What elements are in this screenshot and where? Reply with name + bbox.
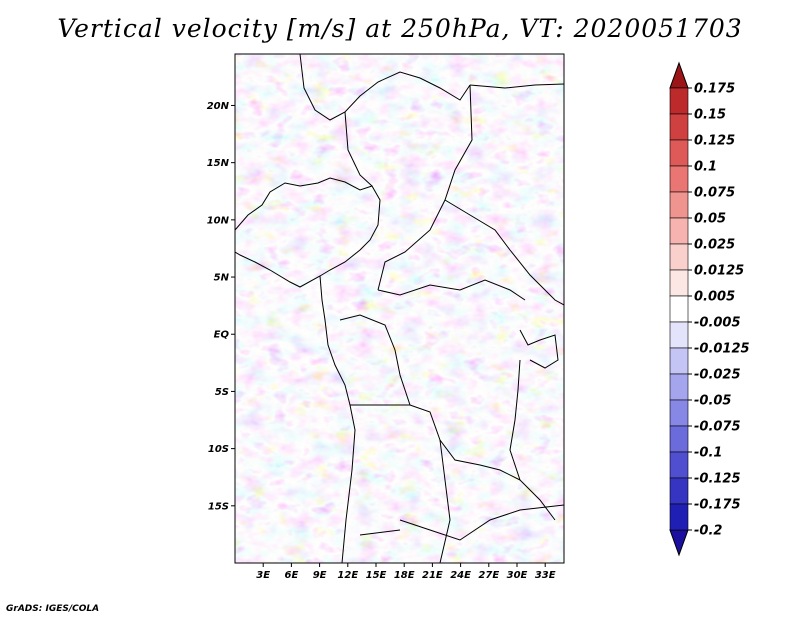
- colorbar-label: -0.005: [694, 316, 741, 331]
- colorbar-label: 0.125: [694, 134, 735, 149]
- lon-tick-label: 6E: [285, 570, 299, 581]
- colorbar-swatch: [669, 113, 689, 141]
- colorbar-swatch: [669, 321, 689, 349]
- lon-tick-label: 9E: [313, 570, 327, 581]
- map-plot-area: [234, 53, 565, 564]
- lat-tick-label: 5N: [214, 273, 230, 284]
- lat-tick-label: 10N: [207, 215, 230, 226]
- map-frame: [234, 53, 565, 564]
- country-borders: [235, 54, 564, 563]
- lat-tick-label: 15N: [207, 158, 230, 169]
- colorbar-label: 0.005: [694, 290, 735, 305]
- colorbar-swatch: [669, 191, 689, 219]
- credit-text: GrADS: IGES/COLA: [6, 604, 100, 614]
- lon-tick-label: 12E: [337, 570, 358, 581]
- colorbar-label: -0.2: [694, 524, 722, 539]
- colorbar-swatch: [669, 217, 689, 245]
- colorbar-bottom-arrow: [669, 529, 689, 557]
- velocity-field: [235, 54, 564, 563]
- colorbar-swatch: [669, 399, 689, 427]
- colorbar-top-arrow: [669, 61, 689, 89]
- colorbar-label: -0.05: [694, 394, 731, 409]
- colorbar-swatch: [669, 347, 689, 375]
- colorbar-swatch: [669, 269, 689, 297]
- colorbar-swatch: [669, 503, 689, 531]
- lon-tick-label: 18E: [394, 570, 415, 581]
- latitude-ticks: 20N 15N 10N 5N EQ 5S 10S 15S: [207, 101, 235, 512]
- colorbar-swatch: [669, 243, 689, 271]
- lon-tick-label: 33E: [535, 570, 556, 581]
- colorbar-label: 0.025: [694, 238, 735, 253]
- colorbar-label: 0.175: [694, 82, 735, 97]
- lon-tick-label: 27E: [478, 570, 499, 581]
- chart-title: Vertical velocity [m/s] at 250hPa, VT: 2…: [57, 14, 743, 43]
- longitude-ticks: 3E 6E 9E 12E 15E 18E 21E 24E 27E 30E 33E: [256, 563, 556, 581]
- lon-tick-label: 15E: [366, 570, 387, 581]
- colorbar-swatch: [669, 477, 689, 505]
- colorbar-swatch: [669, 139, 689, 167]
- coastline: [235, 177, 381, 288]
- colorbar-swatch: [669, 87, 689, 115]
- colorbar-label: -0.075: [694, 420, 741, 435]
- colorbar-swatch: [669, 425, 689, 453]
- colorbar-label: -0.1: [694, 446, 722, 461]
- lon-tick-label: 30E: [507, 570, 528, 581]
- colorbar-label: 0.15: [694, 108, 726, 123]
- lat-tick-label: 15S: [208, 501, 229, 512]
- colorbar-label: 0.1: [694, 160, 717, 175]
- colorbar-swatch: [669, 451, 689, 479]
- colorbar-label: -0.0125: [694, 342, 750, 357]
- colorbar-label: -0.125: [694, 472, 741, 487]
- colorbar-swatch: [669, 165, 689, 193]
- colorbar: 0.175 0.15 0.125 0.1 0.075 0.05 0.025 0.0125 0.0…: [669, 61, 750, 557]
- lat-tick-label: EQ: [214, 330, 230, 341]
- coastline-west: [319, 275, 356, 563]
- lat-tick-label: 5S: [215, 387, 229, 398]
- colorbar-label: -0.025: [694, 368, 741, 383]
- colorbar-swatch: [669, 373, 689, 401]
- colorbar-label: -0.175: [694, 498, 741, 513]
- lat-tick-label: 20N: [207, 101, 230, 112]
- lon-tick-label: 24E: [450, 570, 471, 581]
- colorbar-label: 0.0125: [694, 264, 744, 279]
- colorbar-label: 0.075: [694, 186, 735, 201]
- colorbar-label: 0.05: [694, 212, 726, 227]
- colorbar-swatch: [669, 295, 689, 323]
- lon-tick-label: 21E: [422, 570, 443, 581]
- lat-tick-label: 10S: [208, 444, 229, 455]
- lon-tick-label: 3E: [256, 570, 270, 581]
